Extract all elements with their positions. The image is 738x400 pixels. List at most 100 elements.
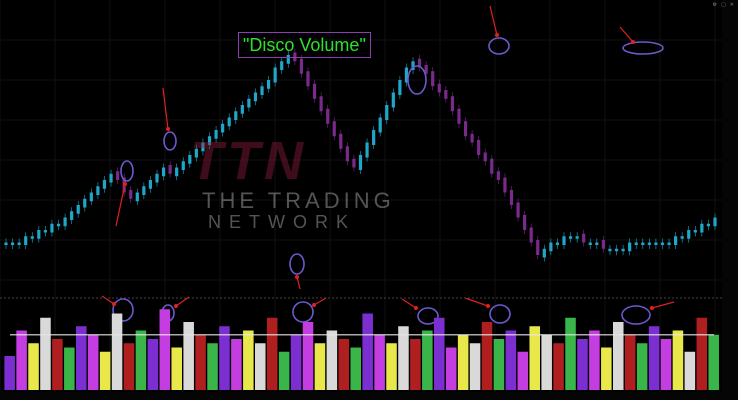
- volume-bar: [159, 309, 171, 390]
- chart-settings-icon[interactable]: ⚙: [712, 2, 718, 8]
- candle-body: [660, 242, 665, 245]
- candle-body: [102, 180, 107, 189]
- volume-bar: [28, 343, 39, 390]
- candle-body: [595, 242, 599, 245]
- candle-body: [483, 152, 487, 162]
- candle-body: [529, 227, 533, 243]
- volume-bar: [52, 339, 63, 390]
- candle-body: [63, 217, 67, 227]
- candle-body: [142, 186, 146, 195]
- candle-body: [293, 52, 297, 62]
- highlight-ellipse: [488, 37, 510, 55]
- volume-bar: [684, 351, 696, 390]
- candle-body: [247, 98, 251, 108]
- volume-bar: [278, 351, 290, 390]
- candle-body: [299, 58, 304, 74]
- candle-body: [628, 242, 632, 252]
- volume-bars: [4, 309, 719, 390]
- candle-body: [385, 105, 389, 120]
- volume-bar: [16, 330, 27, 390]
- logo-line-1: THE TRADING: [202, 188, 395, 213]
- candle-body: [608, 248, 612, 252]
- candle-body: [391, 92, 395, 108]
- candle-body: [168, 165, 172, 174]
- candle-body: [312, 83, 317, 99]
- close-icon[interactable]: ✕: [729, 2, 734, 8]
- volume-bar: [410, 339, 421, 390]
- volume-bar: [445, 347, 457, 390]
- candle-body: [555, 242, 560, 245]
- arrow-head: [649, 306, 654, 311]
- candle-body: [509, 190, 514, 205]
- candle-body: [352, 158, 356, 168]
- window-controls: ⚙ ▢ ✕: [713, 2, 734, 8]
- candle-body: [582, 233, 586, 243]
- candle-body: [273, 67, 277, 83]
- candle-body: [10, 242, 15, 245]
- volume-bar: [362, 313, 373, 390]
- candle-body: [24, 236, 28, 245]
- volume-bar: [708, 334, 719, 390]
- candle-body: [588, 242, 592, 245]
- logo-line-2: NETWORK: [208, 212, 356, 232]
- candle-body: [221, 123, 225, 133]
- volume-bar: [589, 330, 600, 390]
- candle-body: [181, 161, 185, 170]
- highlight-ellipse: [489, 304, 511, 324]
- volume-bar: [469, 343, 481, 390]
- arrow-head: [166, 126, 171, 131]
- candle-body: [477, 140, 481, 155]
- candle-body: [523, 215, 527, 230]
- candle-body: [96, 186, 100, 195]
- volume-bar: [135, 330, 147, 390]
- arrow-head: [495, 32, 500, 37]
- candle-body: [667, 242, 671, 245]
- volume-bar: [171, 347, 182, 390]
- volume-bar: [147, 339, 159, 390]
- candle-body: [536, 240, 540, 255]
- candle-body: [155, 173, 159, 183]
- candle-body: [680, 236, 684, 239]
- candle-body: [30, 236, 34, 239]
- arrow-head: [312, 303, 317, 308]
- highlight-ellipse: [163, 131, 177, 151]
- volume-bar: [374, 334, 385, 390]
- candle-body: [516, 202, 520, 218]
- volume-bar: [255, 343, 266, 390]
- candle-body: [654, 242, 658, 245]
- annotation-arrow: [619, 26, 634, 43]
- volume-bar: [76, 326, 87, 390]
- volume-bar: [696, 317, 708, 390]
- logo-mark: TTN: [190, 131, 307, 191]
- annotation-arrow: [464, 297, 489, 307]
- candle-body: [614, 248, 619, 252]
- maximize-icon[interactable]: ▢: [721, 2, 726, 8]
- annotation-arrow: [651, 301, 675, 309]
- candle-body: [490, 158, 494, 174]
- volume-bar: [529, 326, 540, 390]
- candle-body: [503, 177, 507, 193]
- candle-body: [194, 148, 198, 158]
- candle-body: [687, 230, 691, 239]
- candle-body: [457, 108, 461, 124]
- annotation-arrow: [175, 296, 190, 307]
- candle-body: [207, 136, 212, 145]
- volume-bar: [266, 317, 278, 390]
- candle-body: [234, 111, 238, 120]
- volume-bar: [350, 347, 361, 390]
- volume-bar: [672, 330, 684, 390]
- candle-body: [700, 223, 704, 233]
- volume-bar: [457, 334, 469, 390]
- candle-body: [601, 240, 605, 249]
- candle-body: [240, 105, 244, 114]
- volume-bar: [553, 343, 564, 390]
- volume-bar: [207, 343, 218, 390]
- annotation-arrow: [101, 295, 115, 305]
- candle-body: [562, 236, 566, 245]
- volume-bar: [517, 351, 529, 390]
- highlight-ellipse: [407, 65, 427, 95]
- volume-bar: [219, 326, 230, 390]
- candle-body: [647, 242, 651, 245]
- volume-bar: [123, 343, 135, 390]
